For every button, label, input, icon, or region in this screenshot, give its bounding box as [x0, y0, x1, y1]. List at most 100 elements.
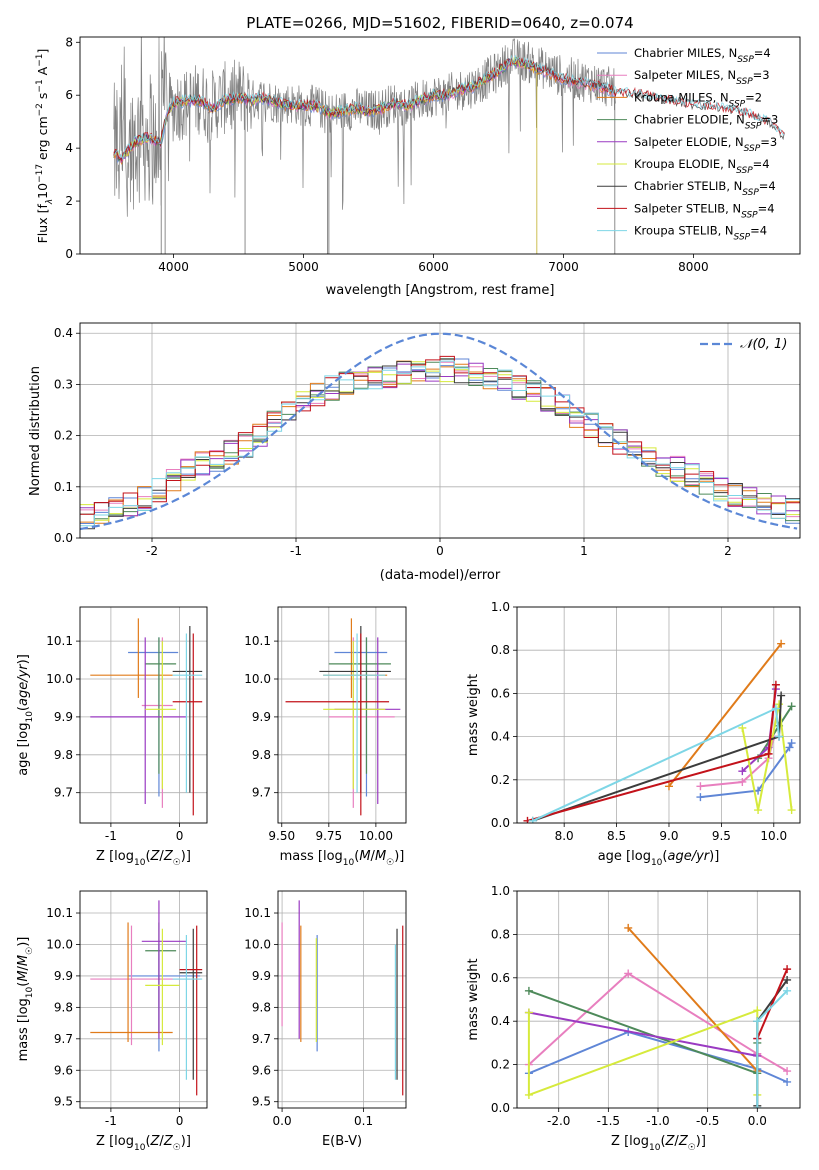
- weight-marker-kroupa_elodie: [753, 1006, 762, 1015]
- y-tick-label: 0.4: [491, 1014, 510, 1028]
- weight-marker-kroupa_stelib: [528, 816, 537, 823]
- x-tick-label: 5000: [288, 260, 319, 274]
- model-spectrum-kroupa_stelib: [113, 55, 785, 160]
- y-tick-label: 9.5: [54, 1095, 73, 1109]
- legend-entry: Kroupa MILES, NSSP=2: [634, 90, 762, 109]
- legend-entry: Salpeter MILES, NSSP=3: [634, 68, 770, 87]
- y-tick-label: 9.8: [252, 1000, 271, 1014]
- weight-line-kroupa_miles: [668, 643, 782, 787]
- x-axis-label: E(B-V): [322, 1134, 362, 1149]
- y-tick-label: 9.8: [252, 748, 271, 762]
- x-tick-label: 0: [176, 829, 184, 843]
- y-tick-label: 9.9: [252, 969, 271, 983]
- y-tick-label: 10.1: [244, 634, 271, 648]
- y-tick-label: 8: [65, 35, 73, 49]
- y-axis-label: Normed distribution: [28, 366, 43, 496]
- y-tick-label: 0.2: [491, 773, 510, 787]
- histogram-kroupa_stelib: [80, 360, 800, 527]
- y-tick-label: 9.6: [252, 1063, 271, 1077]
- x-tick-label: -1: [105, 1114, 117, 1128]
- x-tick-label: 8.5: [607, 829, 626, 843]
- weight-marker-chabrier_miles: [785, 743, 794, 752]
- x-tick-label: 2: [724, 544, 732, 558]
- x-tick-label: 9.5: [712, 829, 731, 843]
- legend-entry: Chabrier STELIB, NSSP=4: [634, 179, 776, 198]
- x-tick-label: 1: [580, 544, 588, 558]
- weight-marker-kroupa_elodie: [524, 1008, 533, 1017]
- plot-area-spectrum: [113, 37, 785, 254]
- legend-entry: Chabrier ELODIE, NSSP=3: [634, 113, 778, 132]
- axes-frame: [277, 606, 407, 824]
- weight-marker-salpeter_miles: [696, 782, 705, 791]
- y-tick-label: 1.0: [491, 600, 510, 614]
- x-axis-label: age [log10(age/yr)]: [598, 849, 720, 868]
- x-tick-label: -0.5: [696, 1114, 719, 1128]
- weight-marker-chabrier_elodie: [787, 702, 796, 711]
- weight-marker-chabrier_miles: [754, 786, 763, 795]
- chart-spectrum: 4000 5000 6000 7000 8000 0 2 4 6 8 Chabrier MILES,…: [35, 35, 801, 298]
- y-axis-label: Flux [fλ10−17 erg cm−2 s−1 A−1]: [35, 49, 55, 244]
- y-tick-label: 9.7: [252, 786, 271, 800]
- weight-line-chabrier_stelib: [756, 979, 788, 1106]
- y-tick-label: 4: [65, 141, 73, 155]
- weight-marker-salpeter_stelib: [771, 680, 780, 689]
- weight-marker-salpeter_stelib: [764, 749, 773, 758]
- y-tick-label: 0.1: [54, 480, 73, 494]
- weight-marker-kroupa_stelib: [753, 1104, 762, 1108]
- weight-line-kroupa_stelib: [756, 990, 788, 1108]
- y-tick-label: 0.4: [491, 730, 510, 744]
- chart-weight_vs_age: 8.0 8.5 9.0 9.5 10.0 0.0 0.2 0.4 0.6 0.8 1.0 age [l…: [466, 600, 801, 868]
- y-axis-label: age [log10(age/yr)]: [16, 654, 35, 776]
- x-tick-label: 0.0: [748, 1114, 767, 1128]
- plot-area-age_vs_Z: [90, 618, 203, 816]
- axes-frame: [277, 890, 407, 1109]
- y-tick-label: 10.0: [244, 937, 271, 951]
- weight-line-salpeter_stelib: [527, 684, 777, 822]
- y-tick-label: 10.1: [46, 634, 73, 648]
- weight-marker-salpeter_elodie: [738, 767, 747, 776]
- axes-frame: [516, 890, 801, 1109]
- x-tick-label: 9.75: [315, 829, 342, 843]
- weight-marker-kroupa_stelib: [771, 704, 780, 713]
- weight-line-salpeter_stelib: [756, 968, 789, 1039]
- x-tick-label: -1: [105, 829, 117, 843]
- x-tick-label: -1.5: [597, 1114, 620, 1128]
- y-tick-label: 6: [65, 88, 73, 102]
- x-tick-label: -2: [146, 544, 158, 558]
- y-tick-label: 0.2: [491, 1058, 510, 1072]
- x-tick-label: 0: [176, 1114, 184, 1128]
- axes-frame: [79, 322, 801, 539]
- weight-marker-kroupa_miles: [664, 782, 673, 791]
- y-tick-label: 10.0: [46, 672, 73, 686]
- weight-marker-kroupa_elodie: [738, 723, 747, 732]
- model-spectrum-salpeter_stelib: [113, 55, 785, 162]
- weight-marker-salpeter_miles: [738, 777, 747, 786]
- x-tick-label: 10.0: [760, 829, 787, 843]
- plot-area-age_vs_mass: [285, 618, 401, 816]
- weight-line-salpeter_miles: [528, 972, 788, 1072]
- y-tick-label: 9.9: [54, 710, 73, 724]
- y-tick-label: 0.6: [491, 971, 510, 985]
- legend-entry-normal: 𝒩(0, 1): [740, 337, 787, 352]
- y-tick-label: 9.9: [252, 710, 271, 724]
- y-tick-label: 1.0: [491, 884, 510, 898]
- weight-marker-kroupa_miles: [777, 639, 786, 648]
- x-tick-label: 7000: [548, 260, 579, 274]
- legend-entry: Salpeter STELIB, NSSP=4: [634, 201, 775, 220]
- x-axis-label: mass [log10(M/M☉)]: [280, 849, 405, 868]
- x-tick-label: 0.0: [273, 1114, 292, 1128]
- y-tick-label: 9.8: [54, 748, 73, 762]
- x-tick-label: -1: [290, 544, 302, 558]
- weight-marker-kroupa_elodie: [524, 1090, 533, 1099]
- x-tick-label: -1.0: [646, 1114, 669, 1128]
- observed-spectrum: [113, 37, 616, 217]
- axes-frame: [79, 606, 208, 824]
- legend-entry: Kroupa ELODIE, NSSP=4: [634, 157, 770, 176]
- y-tick-label: 0.0: [491, 816, 510, 830]
- y-tick-label: 9.7: [54, 1032, 73, 1046]
- weight-line-kroupa_miles: [627, 927, 759, 1072]
- weight-marker-kroupa_elodie: [754, 806, 763, 815]
- plot-area-mass_vs_Z: [90, 900, 203, 1096]
- axes-frame: [79, 890, 208, 1109]
